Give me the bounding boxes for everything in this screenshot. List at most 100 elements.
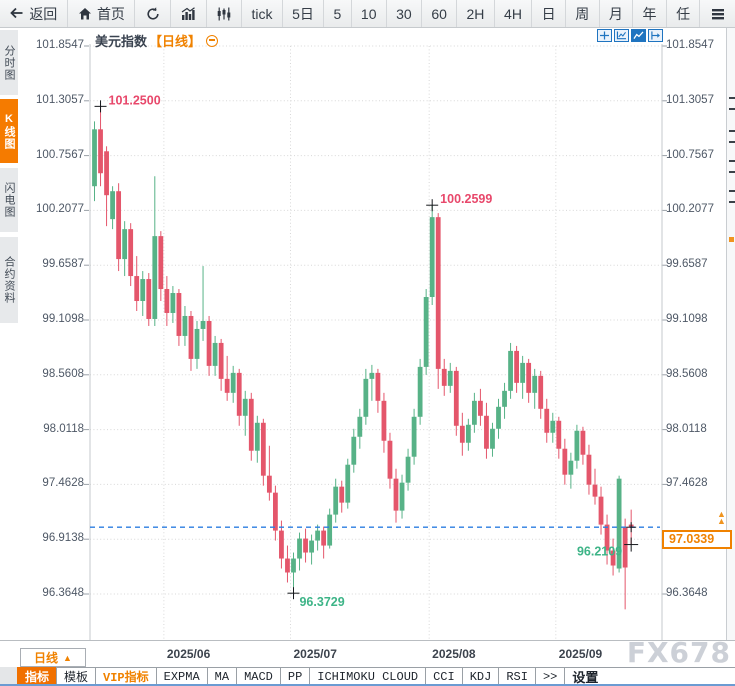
period-dropdown-button[interactable]: 日线 ▲ (20, 648, 86, 667)
topbar-button-2H[interactable]: 2H (457, 0, 495, 27)
topbar-button-label: 5日 (292, 5, 314, 22)
y-axis-label-right: 98.5608 (666, 367, 708, 380)
topbar-button-10[interactable]: 10 (352, 0, 387, 27)
y-axis-label-right: 100.7567 (666, 148, 714, 161)
indicator-tab-PP[interactable]: PP (279, 667, 311, 686)
y-axis-label-right: 97.4628 (666, 477, 708, 490)
topbar-button-label: 月 (608, 5, 623, 22)
indicator-tabbar: 指标 模板 VIP指标 EXPMA MA MACD PP ICHIMOKU CLOUD CCI K… (0, 667, 735, 686)
y-axis-label-left: 100.7567 (36, 148, 84, 161)
chevron-up-icon: ▲ (63, 652, 72, 663)
y-axis-label-left: 101.3057 (36, 93, 84, 106)
topbar-button-30[interactable]: 30 (387, 0, 422, 27)
topbar-button-首页[interactable]: 首页 (68, 0, 136, 27)
y-axis-label-right: 99.6587 (666, 258, 708, 271)
zoom-chart-icon[interactable] (614, 29, 629, 42)
extreme-price-label: 101.2500 (109, 93, 161, 107)
topbar-button-label: 日 (541, 5, 556, 22)
indicator-tab-RSI[interactable]: RSI (498, 667, 536, 686)
refresh-icon (145, 6, 161, 22)
home-icon (77, 6, 93, 22)
extreme-price-label: 96.2109 (577, 545, 622, 559)
indicator-tab-设置[interactable]: 设置 (564, 667, 607, 686)
back-arrow-icon (9, 6, 25, 22)
y-axis-label-left: 98.5608 (42, 367, 84, 380)
x-axis-label: 2025/09 (558, 647, 603, 661)
topbar-button-任[interactable]: 任 (667, 0, 701, 27)
topbar-button-refresh-icon[interactable] (135, 0, 171, 27)
current-price-tag: 97.0339 (662, 530, 732, 550)
menu-icon (710, 6, 726, 22)
symbol-name: 美元指数 (95, 34, 148, 49)
topbar-button-月[interactable]: 月 (600, 0, 634, 27)
y-axis-label-left: 98.0118 (43, 422, 84, 435)
extreme-annotations: 101.2500 100.2599 96.3729 96.2109 (94, 93, 639, 609)
watermark: FX678 (626, 636, 731, 669)
crosshair-icon[interactable] (597, 29, 612, 42)
y-axis-label-right: 100.2077 (666, 203, 714, 216)
topbar-button-candlestick-icon[interactable] (207, 0, 243, 27)
y-axis-label-left: 99.6587 (42, 258, 84, 271)
clipped-glyph (729, 130, 735, 143)
tabbar-stub (0, 667, 18, 686)
sidebar-tab-分时图[interactable]: 分时图 (0, 30, 18, 95)
indicator-tab-EXPMA[interactable]: EXPMA (155, 667, 208, 686)
extreme-price-label: 100.2599 (440, 192, 492, 206)
topbar-button-tick[interactable]: tick (242, 0, 283, 27)
topbar-button-label: 返回 (29, 5, 58, 22)
y-axis-label-right: 99.1098 (666, 313, 708, 325)
chart-title: 美元指数 【日线】 (95, 31, 219, 50)
circle-minus-icon[interactable] (206, 34, 219, 47)
topbar-button-label: 30 (396, 5, 412, 22)
topbar-button-日[interactable]: 日 (532, 0, 566, 27)
y-axis-label-right: 101.3057 (666, 93, 714, 106)
x-axis-label: 2025/06 (166, 647, 211, 661)
topbar-button-label: 任 (676, 5, 691, 22)
topbar-button-bar-chart-icon[interactable] (171, 0, 207, 27)
topbar-button-周[interactable]: 周 (566, 0, 600, 27)
y-axis-label-left: 101.8547 (36, 39, 84, 51)
chart-type-sidebar: 分时图 K线图闪电图合约资料 (0, 28, 18, 667)
sidebar-tab-合约资料[interactable]: 合约资料 (0, 237, 18, 323)
period-dropdown-label: 日线 (34, 651, 59, 665)
x-axis-label: 2025/08 (432, 647, 476, 661)
topbar-button-label: 5 (333, 5, 342, 22)
topbar-button-label: 年 (642, 5, 657, 22)
price-up-arrows-icon: ▲ ▲ (717, 509, 726, 527)
topbar-button-label: tick (251, 5, 273, 22)
top-toolbar: 返回 首页 tick 5日 5 10 30 60 2H 4H 日 周 月 年 任 (0, 0, 735, 28)
topbar-button-menu-icon[interactable] (700, 0, 735, 27)
bar-chart-icon (180, 6, 196, 22)
candlestick-icon (216, 6, 232, 22)
candles (92, 106, 634, 610)
indicator-tab-VIP指标[interactable]: VIP指标 (95, 667, 157, 686)
topbar-button-60[interactable]: 60 (422, 0, 458, 27)
y-axis-label-left: 97.4628 (42, 477, 84, 490)
sidebar-tab-K线图[interactable]: K线图 (0, 99, 18, 163)
clipped-glyph-orange (729, 237, 734, 242)
topbar-button-4H[interactable]: 4H (495, 0, 533, 27)
topbar-button-5日[interactable]: 5日 (283, 0, 325, 27)
y-axis-label-right: 96.3648 (666, 587, 708, 599)
topbar-button-返回[interactable]: 返回 (0, 0, 68, 27)
topbar-button-label: 60 (431, 5, 447, 22)
pan-right-icon[interactable] (648, 29, 663, 42)
right-edge-panel[interactable] (726, 28, 735, 640)
gridlines (84, 44, 667, 640)
clipped-glyph (729, 160, 735, 173)
clipped-glyph (729, 190, 735, 203)
indicator-tab-CCI[interactable]: CCI (425, 667, 463, 686)
indicator-tab-模板[interactable]: 模板 (56, 667, 97, 686)
clipped-glyph (729, 97, 735, 110)
topbar-button-label: 10 (360, 5, 377, 22)
topbar-button-年[interactable]: 年 (633, 0, 667, 27)
indicator-tab-指标[interactable]: 指标 (17, 667, 58, 686)
sidebar-tab-闪电图[interactable]: 闪电图 (0, 168, 18, 232)
chart-select-icon[interactable] (631, 29, 646, 42)
topbar-button-5[interactable]: 5 (324, 0, 352, 27)
topbar-button-label: 首页 (96, 5, 125, 22)
y-axis-label-left: 99.1098 (42, 313, 84, 325)
y-axis-label-right: 101.8547 (666, 39, 714, 51)
